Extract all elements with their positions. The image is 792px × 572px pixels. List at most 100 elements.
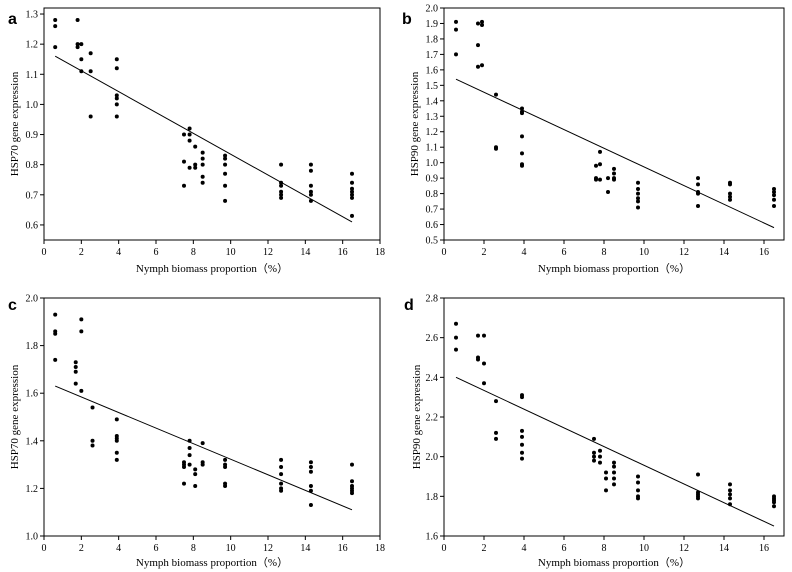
data-point — [88, 114, 93, 119]
data-point — [279, 162, 284, 167]
data-point — [772, 197, 776, 202]
data-point — [476, 357, 480, 362]
data-point — [636, 186, 640, 191]
y-tick-label: 1.0 — [26, 100, 39, 111]
data-point — [308, 503, 313, 508]
data-point — [520, 434, 524, 439]
y-tick-label: 1.1 — [26, 70, 39, 81]
data-point — [454, 335, 458, 340]
data-point — [114, 438, 119, 443]
data-point — [520, 450, 524, 455]
data-point — [454, 321, 458, 326]
data-point — [193, 165, 198, 170]
data-point — [73, 360, 78, 365]
x-tick-label: 8 — [191, 543, 196, 554]
data-point — [636, 180, 640, 185]
x-tick-label: 4 — [116, 247, 121, 258]
data-point — [90, 405, 95, 410]
data-point — [520, 456, 524, 461]
data-point — [223, 162, 228, 167]
x-tick-label: 10 — [226, 247, 236, 258]
data-point — [200, 156, 205, 161]
data-point — [728, 182, 732, 187]
data-point — [182, 159, 186, 164]
x-tick-label: 8 — [191, 247, 196, 258]
data-point — [604, 470, 608, 475]
data-point — [728, 482, 732, 487]
data-point — [187, 165, 192, 170]
y-tick-label: 2.4 — [426, 373, 439, 384]
data-point — [604, 476, 608, 481]
data-point — [350, 186, 354, 191]
data-point — [350, 180, 354, 185]
data-point — [728, 197, 732, 202]
data-point — [114, 57, 119, 62]
y-tick-label: 0.9 — [26, 130, 39, 141]
x-tick-label: 16 — [759, 247, 769, 258]
data-point — [200, 174, 205, 179]
data-point — [482, 333, 486, 338]
data-point — [279, 481, 284, 486]
data-point — [187, 453, 192, 458]
data-point — [728, 492, 732, 497]
data-point — [476, 21, 480, 26]
data-point — [696, 191, 700, 196]
x-tick-label: 6 — [562, 543, 567, 554]
data-point — [114, 450, 119, 455]
data-point — [476, 43, 480, 48]
y-tick-label: 1.0 — [26, 532, 39, 543]
data-point — [193, 484, 198, 489]
y-tick-label: 1.3 — [26, 10, 39, 21]
x-tick-label: 0 — [42, 543, 47, 554]
y-tick-label: 1.6 — [426, 532, 439, 543]
y-tick-label: 2.0 — [26, 294, 39, 305]
data-point — [350, 192, 354, 197]
data-point — [53, 312, 58, 317]
data-point — [308, 162, 313, 167]
x-tick-label: 2 — [482, 247, 487, 258]
plot-frame — [43, 297, 381, 537]
data-point — [636, 488, 640, 493]
data-point — [480, 23, 484, 28]
x-tick-label: 16 — [759, 543, 769, 554]
y-tick-label: 2.6 — [426, 333, 439, 344]
data-point — [187, 132, 192, 137]
data-point — [636, 205, 640, 210]
data-point — [520, 106, 524, 111]
data-point — [73, 365, 78, 370]
data-point — [308, 484, 313, 489]
x-tick-label: 12 — [263, 543, 273, 554]
data-point — [350, 462, 354, 467]
data-point — [114, 96, 119, 101]
x-tick-label: 18 — [375, 247, 385, 258]
data-point — [193, 162, 198, 167]
data-point — [53, 357, 58, 362]
data-point — [520, 442, 524, 447]
data-point — [90, 438, 95, 443]
y-tick-label: 1.3 — [426, 112, 439, 123]
data-point — [114, 114, 119, 119]
data-point — [279, 183, 284, 188]
data-point — [454, 347, 458, 352]
data-point — [612, 476, 616, 481]
data-point — [308, 469, 313, 474]
data-point — [598, 177, 602, 182]
data-point — [79, 57, 84, 62]
data-point — [279, 472, 284, 477]
data-point — [223, 153, 228, 158]
data-point — [308, 460, 313, 465]
data-point — [350, 171, 354, 176]
y-tick-label: 0.8 — [426, 189, 439, 200]
data-point — [598, 162, 602, 167]
y-tick-label: 1.8 — [26, 341, 39, 352]
data-point — [182, 183, 186, 188]
data-point — [308, 189, 313, 194]
panel-d: d 0 2 4 6 8 10 12 14 16 1.6 1.8 2.0 2.2 2.4 2.6 2.8 Nymph… — [404, 294, 785, 569]
data-point — [604, 488, 608, 493]
data-point — [606, 176, 610, 181]
x-tick-label: 2 — [79, 247, 84, 258]
data-point — [636, 480, 640, 485]
data-point — [193, 144, 198, 149]
x-tick-label: 6 — [154, 247, 159, 258]
